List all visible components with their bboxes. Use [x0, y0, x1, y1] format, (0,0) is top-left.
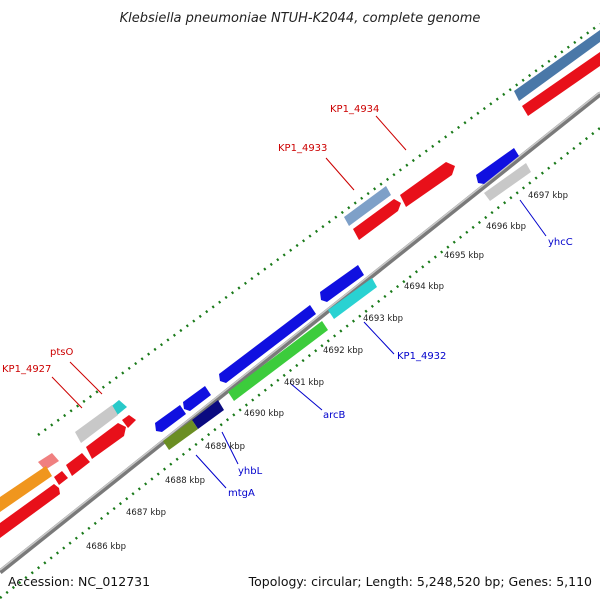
gene-label[interactable]: KP1_4932: [397, 351, 446, 362]
tick-label: 4688 kbp: [165, 476, 205, 486]
gene-block[interactable]: [328, 278, 377, 319]
map-title: Klebsiella pneumoniae NTUH-K2044, comple…: [120, 11, 481, 26]
gene-block[interactable]: [320, 265, 364, 302]
tick-track-inner: [0, 127, 600, 599]
topology-text: Topology: circular; Length: 5,248,520 bp…: [248, 574, 592, 589]
gene-block[interactable]: [0, 484, 60, 538]
gene-label[interactable]: KP1_4934: [330, 104, 379, 115]
gene-block[interactable]: [476, 148, 519, 184]
gene-block[interactable]: [183, 386, 211, 411]
accession-text: Accession: NC_012731: [8, 574, 150, 589]
gene-block[interactable]: [192, 400, 224, 429]
gene-block[interactable]: [54, 471, 68, 485]
gene-label[interactable]: KP1_4927: [2, 364, 51, 375]
reverse-genes: [155, 148, 531, 450]
tick-label: 4691 kbp: [284, 378, 324, 388]
gene-block[interactable]: [86, 423, 126, 459]
tick-label: 4687 kbp: [126, 508, 166, 518]
gene-label[interactable]: mtgA: [228, 488, 255, 499]
tick-label: 4689 kbp: [205, 442, 245, 452]
tick-label: 4693 kbp: [363, 314, 403, 324]
gene-block[interactable]: [219, 305, 316, 383]
gene-block[interactable]: [75, 405, 118, 443]
gene-block[interactable]: [122, 415, 136, 428]
gene-label[interactable]: yhbL: [238, 466, 263, 477]
gene-block[interactable]: [163, 420, 198, 450]
gene-block[interactable]: [38, 453, 59, 470]
gene-label[interactable]: arcB: [323, 410, 346, 421]
gene-block[interactable]: [228, 321, 328, 401]
tick-label: 4694 kbp: [404, 282, 444, 292]
gene-block[interactable]: [66, 453, 90, 476]
gene-label[interactable]: yhcC: [548, 237, 573, 248]
tick-label: 4690 kbp: [244, 409, 284, 419]
gene-label[interactable]: KP1_4933: [278, 143, 327, 154]
gene-labels: KP1_4934 KP1_4933 ptsO KP1_4927 yhcC KP1…: [2, 104, 573, 499]
tick-label: 4695 kbp: [444, 251, 484, 261]
tick-label: 4696 kbp: [486, 222, 526, 232]
gene-block[interactable]: [400, 162, 455, 207]
tick-labels: 4686 kbp 4687 kbp 4688 kbp 4689 kbp 4690…: [86, 191, 568, 552]
genome-backbone: [0, 91, 600, 574]
gene-block[interactable]: [484, 163, 531, 201]
forward-genes: [0, 30, 600, 538]
gene-block[interactable]: [344, 186, 391, 226]
gene-block[interactable]: [155, 405, 186, 432]
tick-label: 4692 kbp: [323, 346, 363, 356]
gene-block[interactable]: [514, 30, 600, 101]
gene-block[interactable]: [0, 466, 52, 512]
gene-block[interactable]: [353, 199, 401, 240]
tick-label: 4697 kbp: [528, 191, 568, 201]
leader-lines: [51, 115, 547, 489]
tick-label: 4686 kbp: [86, 542, 126, 552]
gene-label[interactable]: ptsO: [50, 347, 73, 358]
gene-block[interactable]: [522, 52, 600, 116]
